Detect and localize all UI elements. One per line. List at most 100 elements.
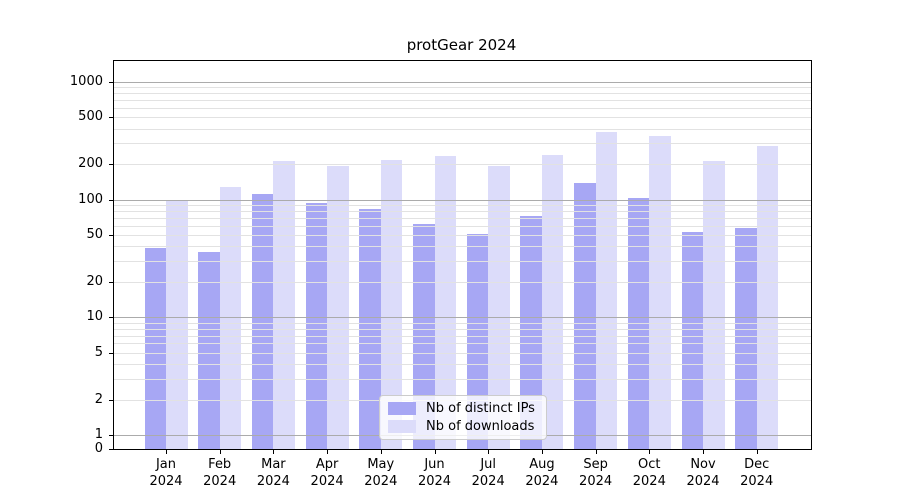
y-tick-20 — [109, 281, 114, 283]
y-tick-50 — [109, 235, 114, 236]
y-tick-2 — [109, 399, 114, 401]
x-tick-may — [380, 449, 382, 454]
legend-swatch-downloads — [388, 420, 416, 433]
y-tick-label-50: 50 — [86, 227, 103, 242]
gridline-9 — [114, 322, 811, 324]
gridline-6 — [114, 343, 811, 345]
x-tick-label-feb: Feb 2024 — [203, 457, 237, 489]
legend: Nb of distinct IPs Nb of downloads — [379, 395, 547, 440]
y-tick-label-200: 200 — [78, 156, 103, 171]
gridline-8 — [114, 328, 811, 330]
gridline-1000 — [114, 81, 811, 83]
x-tick-jan — [166, 449, 167, 454]
x-tick-label-mar: Mar 2024 — [256, 457, 290, 489]
bar-distinct-ips-nov — [681, 232, 703, 449]
bar-distinct-ips-mar — [251, 193, 274, 449]
gridline-10 — [114, 317, 811, 319]
x-tick-mar — [273, 449, 275, 454]
x-tick-label-aug: Aug 2024 — [525, 457, 559, 489]
x-tick-label-jan: Jan 2024 — [149, 457, 183, 489]
gridline-60 — [114, 225, 811, 227]
bar-distinct-ips-jan — [144, 247, 166, 449]
y-tick-label-20: 20 — [86, 273, 103, 289]
y-tick-label-2: 2 — [94, 391, 103, 407]
plot-area: Nb of distinct IPs Nb of downloads 1000 5… — [70, 60, 812, 489]
x-tick-label-may: May 2024 — [364, 457, 398, 489]
gridline-90 — [114, 204, 811, 206]
y-tick-200 — [109, 164, 114, 165]
y-tick-label-500: 500 — [78, 109, 103, 125]
x-tick-label-jun: Jun 2024 — [417, 457, 452, 489]
y-tick-1 — [109, 435, 114, 437]
bar-downloads-jun — [434, 156, 456, 449]
bar-distinct-ips-apr — [305, 202, 328, 449]
x-tick-sep — [595, 449, 597, 454]
bar-distinct-ips-jun — [413, 224, 435, 449]
gridline-900 — [114, 87, 811, 89]
bar-downloads-may — [380, 159, 403, 449]
x-tick-label-dec: Dec 2024 — [740, 457, 774, 489]
gridline-800 — [114, 93, 811, 95]
x-tick-aug — [541, 449, 543, 454]
y-tick-label-1000: 1000 — [69, 73, 103, 89]
gridline-200 — [114, 164, 811, 165]
gridline-5 — [114, 352, 811, 354]
bar-distinct-ips-aug — [520, 215, 542, 449]
bar-downloads-aug — [541, 155, 564, 449]
y-tick-10 — [109, 317, 114, 319]
legend-item-distinct-ips: Nb of distinct IPs — [388, 401, 538, 416]
x-tick-label-oct: Oct 2024 — [632, 457, 666, 489]
gridline-4 — [114, 364, 811, 366]
x-tick-oct — [649, 449, 651, 454]
chart-title: protGear 2024 — [406, 36, 517, 54]
y-tick-5 — [109, 352, 114, 354]
gridline-70 — [114, 217, 811, 219]
bar-downloads-jul — [488, 165, 510, 449]
y-tick-100 — [109, 199, 114, 201]
bar-downloads-apr — [327, 166, 349, 449]
x-tick-feb — [219, 449, 221, 454]
y-tick-1000 — [109, 81, 114, 83]
gridline-40 — [114, 246, 811, 248]
x-tick-label-sep: Sep 2024 — [579, 457, 613, 489]
gridline-100 — [114, 199, 811, 201]
x-tick-apr — [327, 449, 329, 454]
gridline-50 — [114, 235, 811, 236]
bar-distinct-ips-sep — [574, 183, 596, 449]
y-tick-label-5: 5 — [94, 344, 103, 360]
x-tick-jun — [434, 449, 436, 454]
gridline-400 — [114, 128, 811, 130]
bar-downloads-oct — [649, 135, 671, 449]
x-tick-label-apr: Apr 2024 — [310, 457, 344, 489]
x-tick-dec — [756, 449, 758, 454]
legend-label-downloads: Nb of downloads — [426, 419, 535, 434]
legend-item-downloads: Nb of downloads — [388, 419, 538, 434]
y-tick-label-1: 1 — [94, 427, 103, 443]
gridline-3 — [114, 378, 811, 380]
bar-downloads-sep — [595, 132, 618, 449]
bar-downloads-mar — [273, 161, 295, 449]
y-tick-label-10: 10 — [86, 309, 103, 325]
y-tick-label-0: 0 — [94, 441, 103, 456]
gridline-7 — [114, 335, 811, 337]
gridline-500 — [114, 117, 811, 119]
bar-downloads-nov — [703, 160, 725, 449]
bar-downloads-dec — [756, 145, 779, 449]
x-tick-jul — [488, 449, 490, 454]
gridline-20 — [114, 281, 811, 283]
y-tick-500 — [109, 117, 114, 119]
y-tick-0 — [109, 449, 114, 450]
y-tick-label-100: 100 — [78, 191, 103, 207]
bar-distinct-ips-dec — [735, 228, 757, 449]
x-tick-nov — [703, 449, 704, 454]
gridline-80 — [114, 210, 811, 212]
bar-downloads-jan — [166, 199, 188, 449]
gridline-30 — [114, 261, 811, 263]
gridline-600 — [114, 107, 811, 109]
x-tick-label-nov: Nov 2024 — [686, 457, 720, 489]
gridline-300 — [114, 143, 811, 145]
legend-label-distinct-ips: Nb of distinct IPs — [426, 401, 535, 416]
x-tick-label-jul: Jul 2024 — [471, 457, 505, 489]
legend-swatch-distinct-ips — [388, 402, 416, 415]
